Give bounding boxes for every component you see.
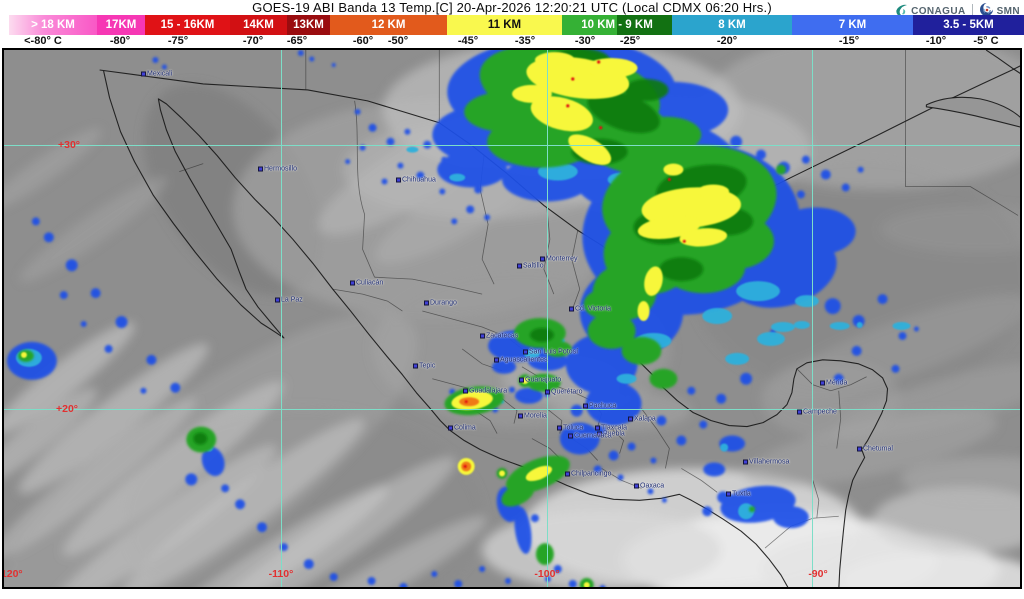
legend-segment: 11 KM <box>447 15 562 35</box>
legend-segment: 10 KM - 9 KM <box>562 15 672 35</box>
map-title: GOES-19 ABI Banda 13 Temp.[C] 20-Apr-202… <box>252 0 772 15</box>
satellite-map: +30°+20°-120°-110°-100°-90° MexicaliHerm… <box>2 48 1022 589</box>
legend-temp-label: -45° <box>457 35 479 47</box>
legend-temp-label: -15° <box>838 35 860 47</box>
legend-temp-label: <-80° C <box>24 35 62 47</box>
legend-temp-label: -25° <box>619 35 641 47</box>
legend-segment: 15 - 16KM <box>145 15 230 35</box>
smn-label: SMN <box>996 6 1020 17</box>
legend-temp-label: -5° C <box>973 35 999 47</box>
legend-temp-label: -10° <box>925 35 947 47</box>
legend-temp-label: -30° <box>574 35 596 47</box>
precip-red-layer <box>463 60 686 469</box>
legend-segment: 3.5 - 5KM <box>913 15 1024 35</box>
satellite-map-svg <box>4 50 1020 587</box>
legend-segment: 8 KM <box>672 15 792 35</box>
altitude-scale-bar: > 18 KM 17KM 15 - 16KM 14KM 13KM 12 KM 11 KM 10… <box>0 15 1024 35</box>
logo-divider <box>971 3 973 20</box>
legend-segment: 7 KM <box>792 15 913 35</box>
conagua-label: CONAGUA <box>911 6 966 17</box>
legend-segment: 17KM <box>97 15 145 35</box>
legend-temp-label: -80° <box>109 35 131 47</box>
legend-segment: > 18 KM <box>9 15 97 35</box>
legend-temp-label: -75° <box>167 35 189 47</box>
legend-segment: 13KM <box>287 15 330 35</box>
legend-temp-label: -35° <box>514 35 536 47</box>
legend-segment: 12 KM <box>330 15 447 35</box>
temperature-scale-labels: <-80° C -80° -75° -70° -65° -60° -50° -45° -35° -… <box>0 35 1024 48</box>
legend-temp-label: -65° <box>286 35 308 47</box>
florida-coast <box>985 50 1020 74</box>
conagua-icon <box>894 2 908 22</box>
precip-orange-layer <box>459 397 480 472</box>
legend-temp-label: -60° <box>352 35 374 47</box>
legend-temp-label: -50° <box>387 35 409 47</box>
cuba-outline <box>925 96 1020 128</box>
pacific-coast <box>103 70 789 587</box>
smn-logo[interactable]: SMN <box>979 2 1020 22</box>
legend-temp-label: -20° <box>716 35 738 47</box>
legend-segment: 14KM <box>230 15 287 35</box>
precip-yellow-layer <box>20 52 742 587</box>
smn-icon <box>979 2 994 22</box>
legend-temp-label: -70° <box>242 35 264 47</box>
